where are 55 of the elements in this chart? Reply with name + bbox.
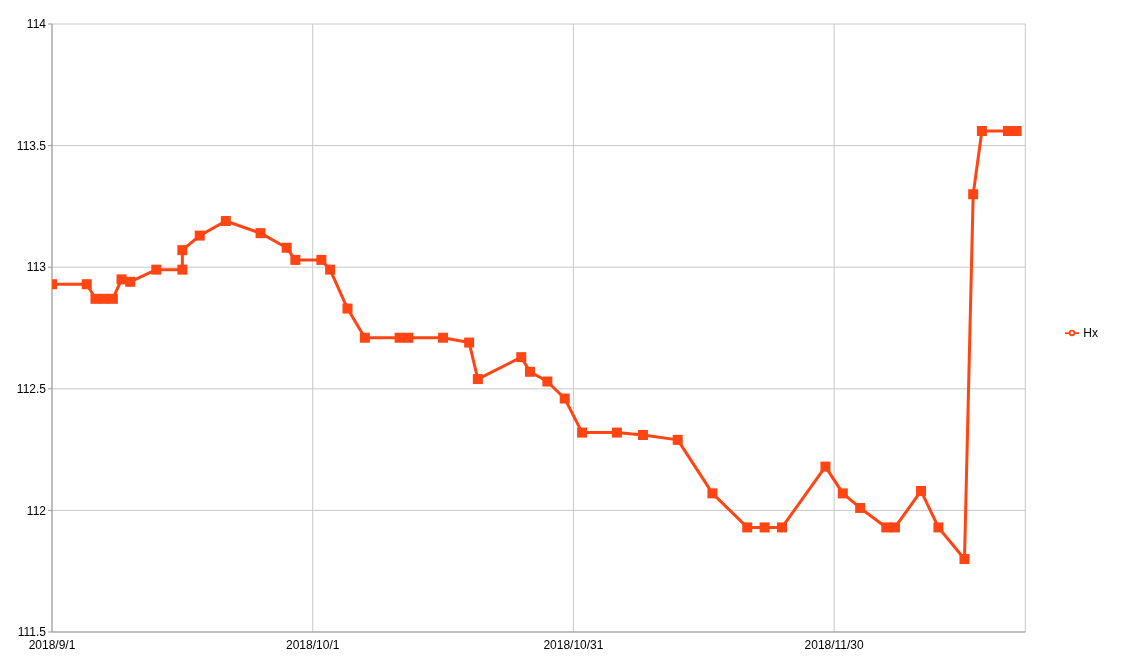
point (933, 522, 944, 533)
x-tick-label: 2018/10/31 (543, 637, 604, 652)
point (1011, 126, 1022, 137)
legend-label: Hx (1083, 325, 1098, 340)
point (742, 522, 753, 533)
point (968, 189, 979, 200)
point (881, 522, 892, 533)
point (707, 488, 718, 499)
y-tick-label: 112 (26, 503, 47, 518)
x-tick-label: 2018/10/1 (286, 637, 340, 652)
point (889, 522, 900, 533)
y-tick-label: 114 (26, 17, 47, 32)
point (777, 522, 787, 533)
point (959, 554, 970, 565)
point (281, 242, 292, 253)
point (107, 293, 118, 304)
point (516, 352, 527, 363)
point (438, 332, 449, 343)
point (577, 427, 588, 438)
x-tick-label: 2018/11/30 (804, 637, 865, 652)
point (637, 430, 648, 441)
y-tick-label: 113.5 (16, 138, 47, 153)
point (524, 366, 535, 377)
point (81, 279, 92, 290)
point (125, 276, 136, 287)
point (325, 264, 336, 275)
point (177, 264, 188, 275)
point (542, 376, 553, 387)
point (759, 522, 770, 533)
point (672, 434, 683, 445)
point (316, 254, 327, 265)
point (820, 461, 831, 472)
point (403, 332, 414, 343)
y-tick-label: 112.5 (16, 382, 47, 397)
point (837, 488, 848, 499)
y-tick-label: 113 (26, 260, 47, 275)
point (90, 293, 101, 304)
point (472, 374, 483, 385)
point (976, 126, 987, 137)
point (255, 228, 266, 239)
point (559, 393, 570, 404)
point (290, 254, 301, 265)
point (177, 245, 188, 256)
point (342, 303, 353, 314)
point (359, 332, 370, 343)
point (855, 502, 866, 513)
point (611, 427, 622, 438)
point (194, 230, 205, 241)
point (464, 337, 475, 348)
y-tick-label: 111.5 (17, 625, 47, 640)
point (916, 485, 927, 496)
point (151, 264, 162, 275)
point (1002, 126, 1013, 137)
point (220, 215, 231, 226)
x-tick-label: 2018/9/1 (28, 637, 76, 652)
